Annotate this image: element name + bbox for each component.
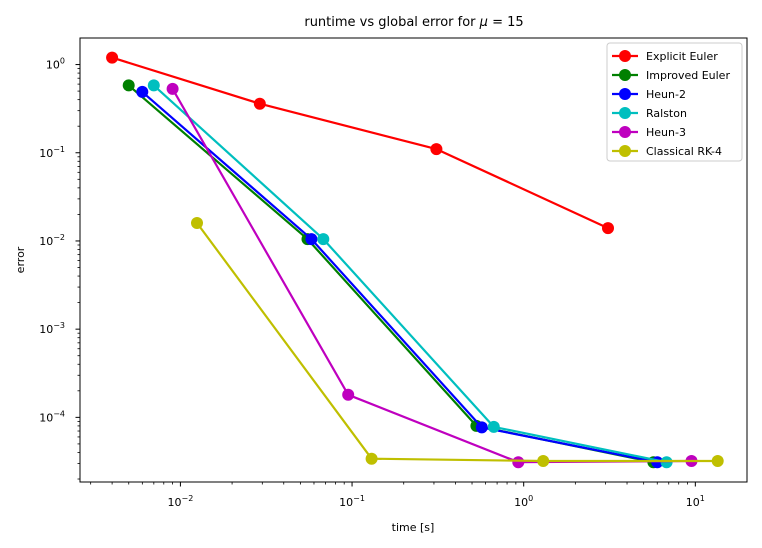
data-point-explicit-euler (602, 222, 614, 235)
data-point-heun-2 (305, 233, 318, 246)
x-axis-label: time [s] (392, 521, 435, 534)
legend-label: Heun-3 (646, 126, 686, 139)
data-point-explicit-euler (106, 51, 119, 64)
legend-marker (619, 69, 631, 81)
data-point-explicit-euler (253, 97, 266, 110)
chart-title-prefix: runtime vs global error for (304, 15, 479, 30)
legend-label: Ralston (646, 107, 687, 120)
data-point-heun-3 (166, 82, 179, 95)
plot-frame (79, 37, 748, 483)
series-layer (106, 51, 724, 469)
legend-entry-classical-rk-4: Classical RK-4 (612, 145, 722, 158)
legend-entry-improved-euler: Improved Euler (612, 69, 730, 82)
legend: Explicit Euler Improved Euler Heun-2 Ralsto… (606, 42, 743, 162)
data-point-classical-rk-4 (711, 455, 724, 467)
x-axis-ticks: 10−2 10−1 100 101 (90, 482, 705, 509)
chart-title-suffix: = 15 (488, 15, 524, 30)
legend-entry-heun-3: Heun-3 (612, 126, 686, 139)
chart-title: runtime vs global error for μ = 15 (304, 15, 523, 30)
y-axis-ticks: 10−4 10−3 10−2 10−1 100 (39, 57, 80, 480)
legend-label: Improved Euler (646, 69, 730, 82)
legend-marker (619, 107, 631, 119)
legend-box (606, 42, 743, 162)
y-tick-label: 100 (46, 57, 65, 72)
series-line-ralston (153, 84, 667, 464)
legend-entry-heun-2: Heun-2 (612, 88, 686, 101)
y-tick-label: 10−3 (39, 321, 65, 336)
y-axis-label: error (14, 246, 27, 273)
x-tick-label: 101 (686, 494, 705, 509)
legend-entry-explicit-euler: Explicit Euler (612, 50, 718, 63)
series-line-explicit-euler (111, 56, 609, 230)
data-point-classical-rk-4 (365, 452, 378, 465)
x-tick-label: 100 (514, 494, 533, 509)
data-point-ralston (147, 79, 160, 92)
series-explicit-euler (106, 51, 614, 235)
data-point-ralston (487, 420, 500, 433)
data-point-heun-2 (475, 421, 488, 434)
series-heun-2 (136, 85, 664, 469)
data-point-ralston (317, 233, 330, 246)
chart-title-symbol: μ (479, 15, 488, 30)
legend-entry-ralston: Ralston (612, 107, 687, 120)
legend-label: Heun-2 (646, 88, 686, 101)
legend-label: Explicit Euler (646, 50, 718, 63)
data-point-heun-3 (342, 388, 355, 401)
series-classical-rk-4 (191, 217, 724, 467)
y-tick-label: 10−2 (39, 233, 65, 248)
data-point-classical-rk-4 (537, 455, 550, 467)
series-line-heun-2 (141, 91, 658, 464)
data-point-explicit-euler (430, 143, 443, 156)
y-tick-label: 10−1 (39, 145, 65, 160)
series-line-classical-rk-4 (196, 222, 718, 463)
data-point-heun-3 (512, 456, 525, 469)
data-point-heun-2 (136, 85, 149, 98)
x-tick-label: 10−1 (339, 494, 365, 509)
data-point-improved-euler (122, 79, 135, 92)
legend-marker (619, 88, 631, 100)
x-tick-label: 10−2 (168, 494, 194, 509)
legend-marker (619, 126, 631, 138)
data-point-classical-rk-4 (191, 217, 203, 229)
legend-marker (619, 50, 631, 62)
legend-marker (619, 145, 631, 157)
y-tick-label: 10−4 (39, 409, 65, 424)
legend-label: Classical RK-4 (646, 145, 722, 158)
